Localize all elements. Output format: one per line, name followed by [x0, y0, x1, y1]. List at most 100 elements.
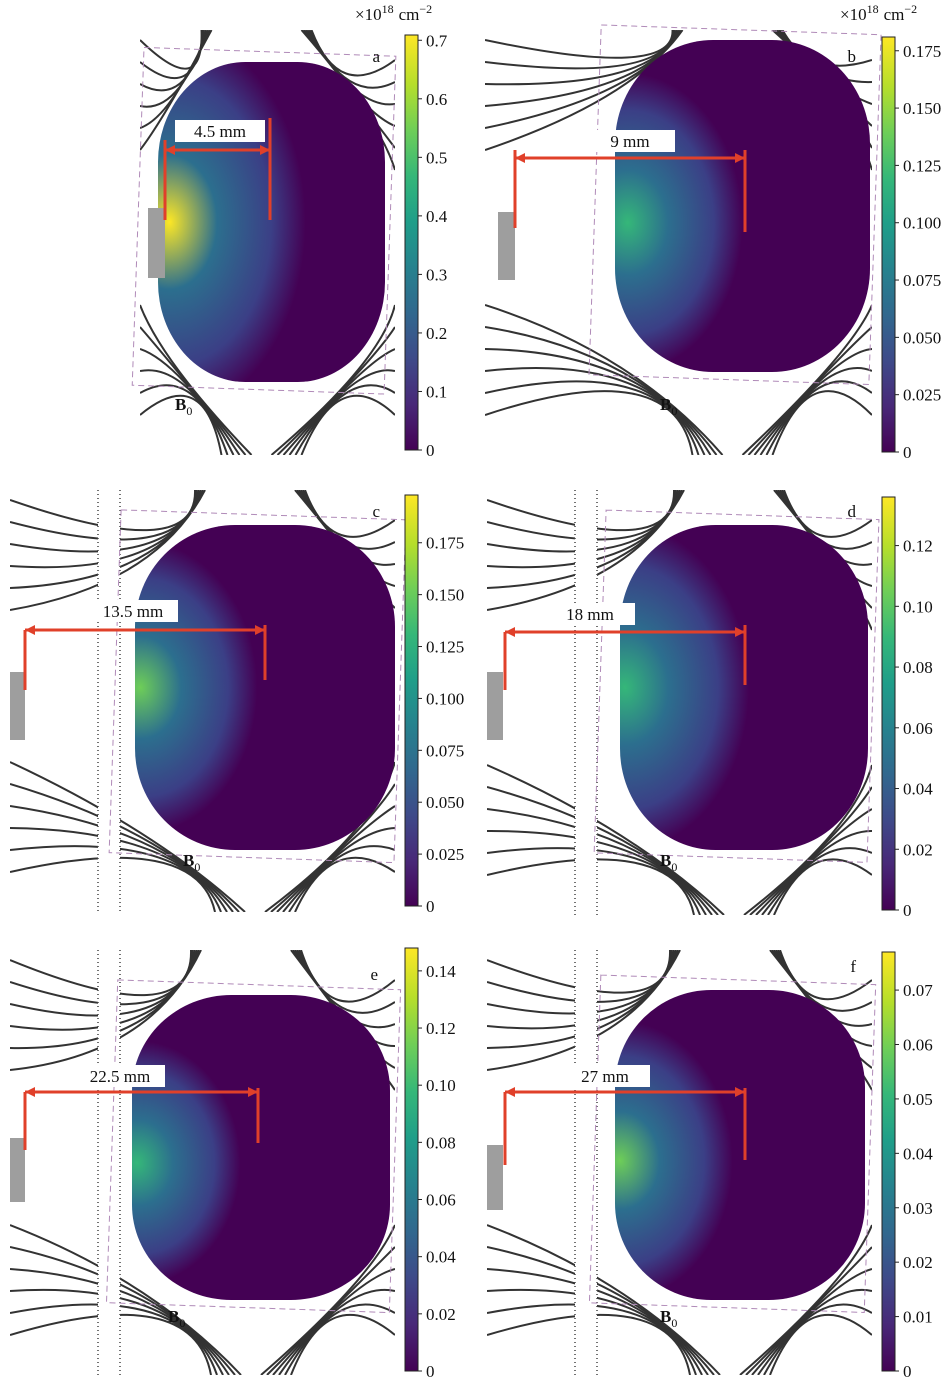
colorbar-tick-label: 0 — [903, 1362, 912, 1379]
colorbar-tick-label: 0 — [426, 441, 435, 460]
colorbar-tick-label: 0.10 — [426, 1076, 456, 1095]
unit-base: ×10 — [840, 5, 867, 24]
unit-exp: −2 — [904, 2, 917, 16]
colorbar-tick-label: 0.04 — [426, 1248, 456, 1267]
colorbar — [882, 37, 895, 452]
target — [487, 672, 503, 740]
field-line — [770, 1315, 872, 1375]
colorbar-tick-label: 0.03 — [903, 1199, 933, 1218]
colorbar-tick-label: 0.07 — [903, 981, 933, 1000]
field-line — [295, 858, 395, 912]
colorbar-tick-label: 0.06 — [903, 1036, 933, 1055]
colorbar-tick-label: 0.02 — [903, 840, 933, 859]
field-line — [774, 859, 872, 915]
colorbar-tick-label: 0.5 — [426, 148, 447, 167]
gap-region — [98, 950, 120, 1375]
colorbar-tick-label: 0.02 — [426, 1305, 456, 1324]
field-line — [290, 370, 396, 455]
colorbar-tick-label: 0.1 — [426, 382, 447, 401]
colorbar-unit: ×1018 cm−2 — [840, 2, 917, 24]
panel: 18 mmdB000.020.040.060.080.100.12 — [487, 490, 933, 920]
colorbar-tick-label: 0.100 — [903, 214, 941, 233]
field-line — [291, 1315, 395, 1375]
colorbar-tick-label: 0.100 — [426, 689, 464, 708]
field-symbol: B — [660, 851, 671, 870]
field-subscript: 0 — [179, 1316, 185, 1330]
panel-label: b — [848, 47, 857, 66]
colorbar-tick-label: 0.175 — [426, 534, 464, 553]
density-map — [615, 990, 865, 1300]
colorbar-tick-label: 0.150 — [903, 99, 941, 118]
colorbar-tick-label: 0.08 — [903, 658, 933, 677]
field-symbol: B — [660, 1307, 671, 1326]
field-line — [485, 30, 673, 58]
panel-label: f — [850, 957, 856, 976]
unit-name: cm — [884, 5, 905, 24]
target — [148, 208, 165, 278]
colorbar-tick-label: 0.3 — [426, 265, 447, 284]
unit-exp: 18 — [867, 2, 879, 16]
field-label: B0 — [660, 395, 677, 418]
colorbar-tick-label: 0.025 — [903, 386, 941, 405]
field-symbol: B — [183, 851, 194, 870]
distance-label: 27 mm — [581, 1067, 629, 1086]
panel: 22.5 mmeB000.020.040.060.080.100.120.14 — [10, 948, 456, 1379]
colorbar-tick-label: 0.125 — [903, 156, 941, 175]
panel-label: a — [372, 47, 380, 66]
colorbar-tick-label: 0.075 — [426, 741, 464, 760]
field-line — [780, 950, 872, 999]
colorbar-tick-label: 0.175 — [903, 42, 941, 61]
density-map — [132, 995, 390, 1300]
field-symbol: B — [168, 1307, 179, 1326]
colorbar-tick-label: 0.150 — [426, 586, 464, 605]
colorbar-tick-label: 0.04 — [903, 780, 933, 799]
field-subscript: 0 — [194, 860, 200, 874]
colorbar-tick-label: 0.12 — [426, 1019, 456, 1038]
colorbar-tick-label: 0.2 — [426, 324, 447, 343]
colorbar-tick-label: 0.06 — [426, 1191, 456, 1210]
target — [498, 212, 515, 280]
density-map — [135, 525, 395, 850]
colorbar-tick-label: 0.10 — [903, 597, 933, 616]
colorbar-tick-label: 0 — [903, 901, 912, 920]
unit-name: cm — [399, 5, 420, 24]
panel-label: c — [372, 502, 380, 521]
colorbar-tick-label: 0.05 — [903, 1090, 933, 1109]
colorbar-tick-label: 0.050 — [426, 793, 464, 812]
field-symbol: B — [660, 395, 671, 414]
colorbar-tick-label: 0 — [903, 443, 912, 462]
colorbar-tick-label: 0.075 — [903, 271, 941, 290]
target — [10, 672, 25, 740]
field-line — [140, 30, 202, 69]
colorbar — [882, 497, 895, 910]
colorbar-tick-label: 0 — [426, 897, 435, 916]
panel: 13.5 mmcB000.0250.0500.0750.1000.1250.15… — [10, 490, 464, 916]
field-subscript: 0 — [671, 1316, 677, 1330]
colorbar — [405, 35, 418, 450]
colorbar — [882, 952, 895, 1371]
field-subscript: 0 — [671, 404, 677, 418]
colorbar-tick-label: 0 — [426, 1362, 435, 1379]
distance-label: 9 mm — [610, 132, 649, 151]
colorbar — [405, 948, 418, 1371]
colorbar-tick-label: 0.14 — [426, 962, 456, 981]
figure: 4.5 mmaB000.10.20.30.40.50.60.7×1018cm−2… — [0, 0, 946, 1379]
density-map — [158, 62, 385, 382]
target — [487, 1145, 503, 1210]
distance-label: 13.5 mm — [103, 602, 163, 621]
colorbar-tick-label: 0.08 — [426, 1133, 456, 1152]
distance-label: 4.5 mm — [194, 122, 246, 141]
gap-region — [575, 950, 597, 1375]
unit-base: ×10 — [355, 5, 382, 24]
field-subscript: 0 — [671, 860, 677, 874]
panel-label: d — [848, 502, 857, 521]
panel: 9 mmbB000.0250.0500.0750.1000.1250.1500.… — [485, 2, 941, 462]
colorbar-tick-label: 0.01 — [903, 1308, 933, 1327]
field-label: B0 — [175, 395, 192, 418]
colorbar-tick-label: 0.4 — [426, 207, 448, 226]
colorbar-tick-label: 0.6 — [426, 90, 447, 109]
field-line — [485, 349, 711, 455]
field-symbol: B — [175, 395, 186, 414]
field-line — [773, 391, 873, 455]
panel-label: e — [370, 965, 378, 984]
